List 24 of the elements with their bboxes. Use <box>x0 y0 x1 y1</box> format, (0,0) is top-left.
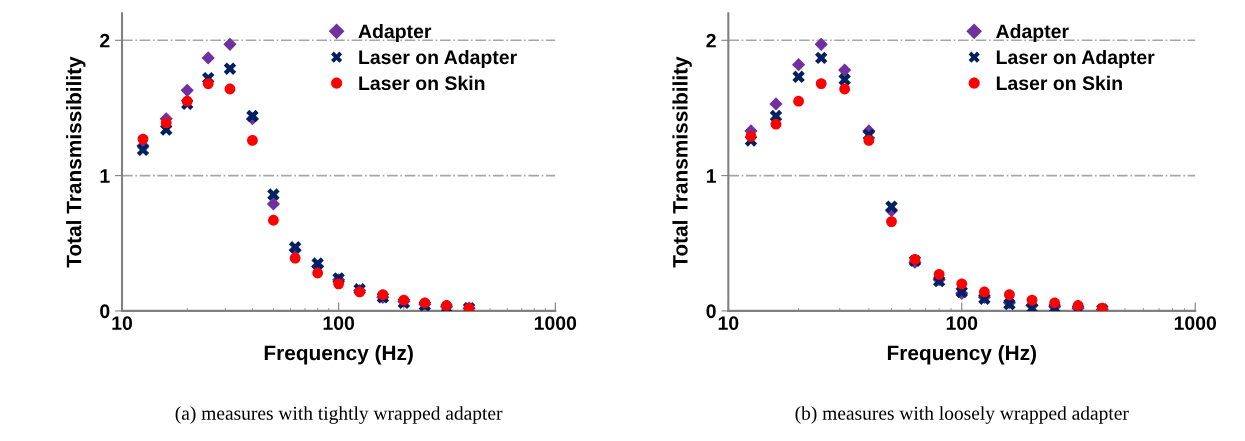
x-axis-title: Frequency (Hz) <box>887 345 1036 365</box>
legend-label: Laser on Skin <box>359 75 485 91</box>
x-tick-label: 100 <box>946 316 978 331</box>
y-tick-label: 0 <box>706 304 716 319</box>
y-tick-label: 1 <box>706 169 716 183</box>
legend-label: Laser on Adapter <box>359 49 517 69</box>
x-tick-label: 100 <box>323 316 355 331</box>
x-axis-title: Frequency (Hz) <box>264 345 413 365</box>
text: (a) measures with tightly wrapped adapter <box>175 406 503 424</box>
y-tick-label: 2 <box>100 33 110 48</box>
legend-label: Adapter <box>358 23 432 43</box>
y-tick-label: 0 <box>100 304 110 319</box>
y-tick-label: 2 <box>706 33 716 48</box>
x-tick-label: 1000 <box>1174 316 1217 331</box>
y-tick-label: 1 <box>100 169 110 183</box>
x-tick-label: 10 <box>112 316 133 331</box>
y-axis-title: Total Transmissibility <box>672 56 692 268</box>
legend-label: Laser on Skin <box>996 75 1122 91</box>
x-tick-label: 10 <box>718 316 739 331</box>
legend-label: Adapter <box>996 23 1069 43</box>
legend-label: Laser on Adapter <box>996 49 1155 69</box>
text: (b) measures with loosely wrapped adapter <box>795 406 1129 424</box>
x-tick-label: 1000 <box>534 316 577 331</box>
y-axis-title: Total Transmissibility <box>66 56 86 268</box>
